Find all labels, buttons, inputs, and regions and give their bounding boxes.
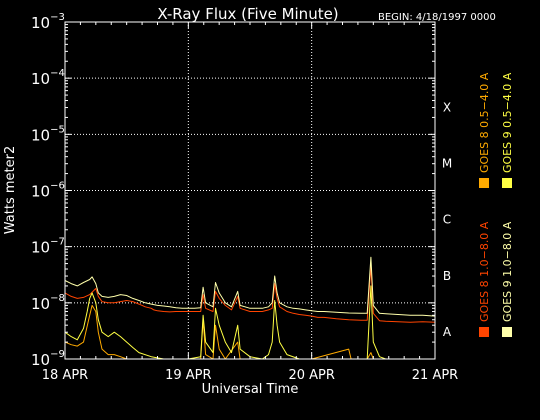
x-tick-label: 21 APR: [412, 368, 458, 383]
series-line-0: [64, 265, 436, 323]
chart-title: X-Ray Flux (Five Minute): [157, 5, 338, 23]
x-axis-label: Universal Time: [202, 382, 299, 397]
flare-class-labels: X M C B A: [442, 100, 452, 339]
flare-class-label: M: [442, 156, 452, 170]
x-axis-ticks: 18 APR 19 APR 20 APR 21 APR: [42, 22, 458, 383]
series-line-2: [64, 256, 436, 317]
legend: GOES 8 1.0−8.0 A GOES 8 0.5−4.0 A GOES 9 1…: [478, 72, 514, 337]
flare-class-label: C: [443, 213, 451, 227]
legend-swatch: [479, 178, 489, 188]
grid: [65, 22, 435, 359]
legend-swatch: [502, 178, 512, 188]
legend-label: GOES 8 1.0−8.0 A: [478, 221, 491, 322]
legend-swatch: [502, 327, 512, 337]
x-tick-label: 20 APR: [288, 368, 334, 383]
x-tick-label: 18 APR: [42, 368, 88, 383]
x-tick-label: 19 APR: [165, 368, 211, 383]
series-line-3: [64, 285, 435, 360]
flare-class-label: X: [443, 100, 451, 114]
legend-label: GOES 8 0.5−4.0 A: [478, 72, 491, 173]
flare-class-label: A: [443, 325, 452, 339]
flare-class-label: B: [443, 269, 451, 283]
y-axis-ticks: 10−310−410−510−610−710−810−9: [31, 12, 435, 369]
legend-label: GOES 9 1.0−8.0 A: [501, 221, 514, 322]
begin-label: BEGIN: 4/18/1997 0000: [378, 12, 496, 23]
y-axis-label: Watts meter2: [3, 146, 18, 234]
legend-label: GOES 9 0.5−4.0 A: [501, 72, 514, 173]
legend-swatch: [479, 327, 489, 337]
